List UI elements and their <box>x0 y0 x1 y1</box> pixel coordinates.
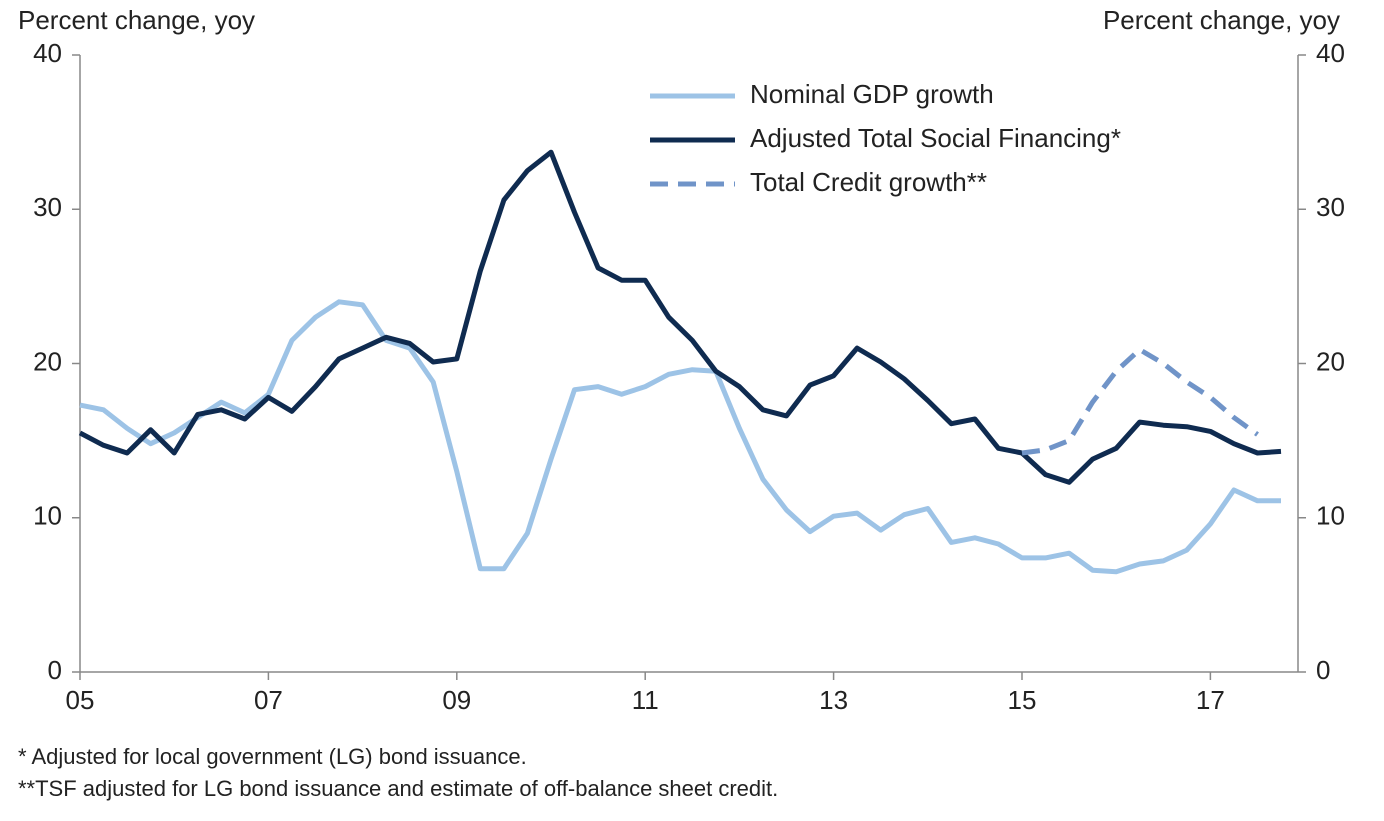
x-tick-label: 05 <box>66 685 95 715</box>
series-line <box>1021 347 1259 456</box>
y-tick-label: 40 <box>33 38 62 68</box>
legend-label: Adjusted Total Social Financing* <box>750 123 1121 153</box>
y-tick-label: 10 <box>33 501 62 531</box>
y-tick-label: 0 <box>48 655 62 685</box>
legend-label: Nominal GDP growth <box>750 79 994 109</box>
y-tick-label: 30 <box>33 192 62 222</box>
y2-tick-label: 20 <box>1316 346 1345 376</box>
x-tick-label: 15 <box>1008 685 1037 715</box>
x-tick-label: 17 <box>1196 685 1225 715</box>
y2-tick-label: 0 <box>1316 655 1330 685</box>
y-axis-label: Percent change, yoy <box>18 5 255 35</box>
y2-axis-label: Percent change, yoy <box>1103 5 1340 35</box>
x-tick-label: 09 <box>442 685 471 715</box>
x-tick-label: 13 <box>819 685 848 715</box>
series-line <box>79 299 1281 575</box>
y-tick-label: 20 <box>33 346 62 376</box>
x-tick-label: 11 <box>632 685 659 715</box>
footnote: **TSF adjusted for LG bond issuance and … <box>18 776 778 801</box>
y2-tick-label: 10 <box>1316 501 1345 531</box>
y2-tick-label: 40 <box>1316 38 1345 68</box>
x-tick-label: 07 <box>254 685 283 715</box>
series-line <box>78 149 1282 485</box>
footnote: * Adjusted for local government (LG) bon… <box>18 744 527 769</box>
legend-label: Total Credit growth** <box>750 167 987 197</box>
y2-tick-label: 30 <box>1316 192 1345 222</box>
